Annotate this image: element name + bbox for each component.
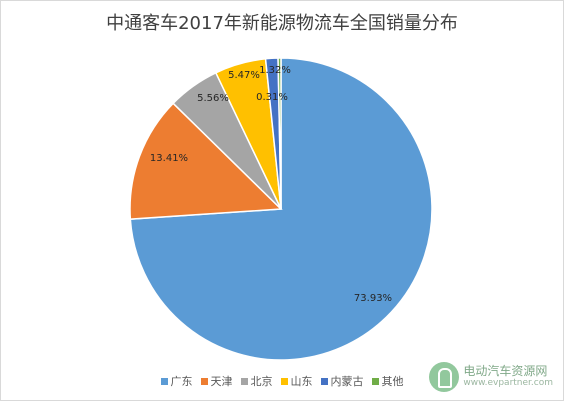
legend-item-4: 山东 — [280, 373, 313, 389]
legend-swatch-2 — [200, 377, 208, 385]
legend-swatch-5 — [320, 377, 328, 385]
legend-item-3: 北京 — [240, 373, 273, 389]
data-label-5: 1.32% — [259, 65, 291, 76]
legend-label-5: 内蒙古 — [330, 375, 364, 388]
legend-swatch-3 — [240, 377, 248, 385]
legend-swatch-6 — [371, 377, 379, 385]
chart-title: 中通客车2017年新能源物流车全国销量分布 — [106, 13, 458, 34]
data-label-2: 13.41% — [150, 153, 188, 164]
legend-label-1: 广东 — [170, 375, 193, 388]
data-label-1: 73.93% — [354, 293, 392, 304]
legend-label-4: 山东 — [290, 375, 313, 388]
legend-item-6: 其他 — [371, 373, 404, 389]
evpartner-logo-icon — [429, 362, 460, 392]
watermark: 电动汽车资源网 www.evpartner.com — [429, 362, 553, 392]
legend: 广东 天津 北京 山东 内蒙古 其他 — [1, 373, 563, 389]
data-label-4: 5.47% — [228, 70, 260, 81]
legend-item-5: 内蒙古 — [320, 373, 364, 389]
watermark-name: 电动汽车资源网 — [463, 364, 548, 379]
data-label-3: 5.56% — [197, 93, 229, 104]
legend-item-2: 天津 — [200, 373, 233, 389]
legend-label-3: 北京 — [250, 375, 273, 388]
data-label-6: 0.31% — [256, 92, 288, 103]
legend-label-2: 天津 — [210, 375, 233, 388]
legend-swatch-1 — [160, 377, 168, 385]
legend-label-6: 其他 — [381, 375, 404, 388]
watermark-url: www.evpartner.com — [463, 377, 553, 388]
legend-item-1: 广东 — [160, 373, 193, 389]
pie-slice-2 — [129, 102, 283, 220]
pie-slice-6 — [277, 57, 282, 210]
legend-swatch-4 — [280, 377, 288, 385]
